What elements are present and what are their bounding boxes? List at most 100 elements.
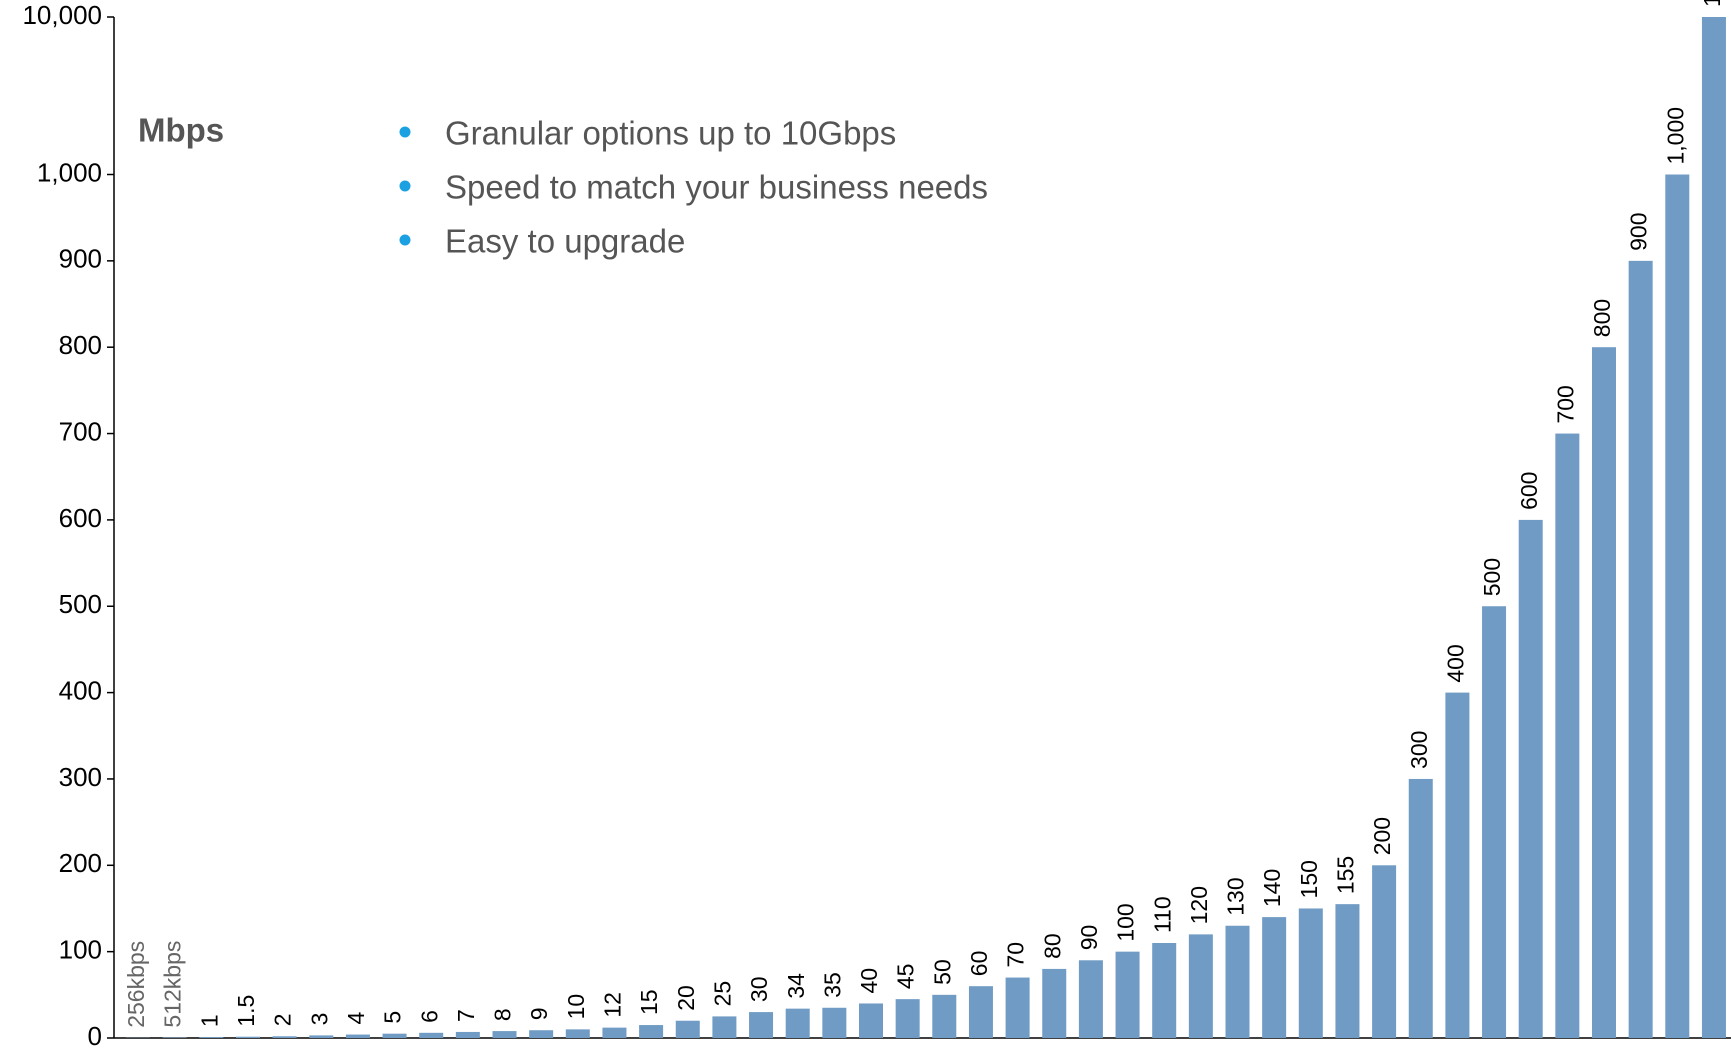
value-label: 100: [1113, 903, 1139, 941]
value-label: 2: [270, 1013, 296, 1026]
y-tick-label: 500: [59, 589, 102, 619]
value-label: 10: [563, 994, 589, 1020]
value-label: 15: [636, 989, 662, 1015]
bar: [1262, 917, 1287, 1038]
value-label: 700: [1552, 385, 1578, 423]
bar: [1372, 865, 1397, 1038]
value-label: 34: [783, 973, 809, 999]
y-tick-label: 400: [59, 675, 102, 705]
value-label: 130: [1223, 877, 1249, 915]
bar: [1188, 934, 1213, 1038]
value-label: 5: [380, 1011, 406, 1024]
value-label: 1.5: [233, 995, 259, 1027]
bar: [345, 1034, 370, 1038]
bar: [859, 1003, 883, 1038]
value-label: 120: [1186, 886, 1212, 924]
bar: [1225, 925, 1250, 1038]
bar: [712, 1016, 737, 1038]
value-label: 20: [673, 985, 699, 1011]
value-label: 155: [1333, 856, 1359, 894]
bar: [309, 1035, 334, 1038]
value-label: 600: [1516, 472, 1542, 510]
bullet: [399, 180, 411, 192]
bar: [1592, 347, 1616, 1038]
value-label: 60: [966, 951, 992, 977]
bar: [272, 1036, 297, 1038]
y-tick-label: 600: [59, 503, 102, 533]
annotation: Speed to match your business needs: [445, 169, 988, 206]
y-tick-label: 100: [59, 935, 102, 965]
y-tick-label: 900: [59, 244, 102, 274]
value-label: 35: [819, 972, 845, 998]
y-tick-label: 700: [59, 416, 102, 446]
bullet: [399, 126, 411, 138]
bar: [639, 1025, 664, 1038]
annotation: Granular options up to 10Gbps: [445, 115, 896, 152]
bar: [529, 1030, 554, 1038]
value-label: 110: [1149, 896, 1175, 933]
bar: [1701, 17, 1726, 1038]
value-label: 300: [1406, 731, 1432, 769]
bar: [565, 1029, 590, 1038]
bar: [1518, 519, 1543, 1038]
value-label: 7: [453, 1009, 479, 1022]
bar: [1005, 977, 1030, 1038]
bar: [932, 994, 957, 1038]
y-tick-label: 300: [59, 762, 102, 792]
bullet: [399, 234, 411, 246]
value-label: 90: [1076, 925, 1102, 951]
value-label: 80: [1039, 933, 1065, 959]
value-label: 800: [1589, 299, 1615, 337]
annotation: Easy to upgrade: [445, 223, 685, 260]
value-label: 4: [343, 1012, 369, 1025]
y-tick-label: 10,000: [22, 0, 102, 30]
bar: [382, 1033, 407, 1038]
value-label: 140: [1259, 869, 1285, 907]
value-label: 400: [1442, 644, 1468, 682]
y-tick-label: 800: [59, 330, 102, 360]
value-label: 50: [929, 959, 955, 985]
bar: [1152, 943, 1177, 1038]
bar: [1042, 968, 1067, 1038]
value-label: 150: [1296, 860, 1322, 898]
bar: [1555, 433, 1580, 1038]
y-tick-label: 200: [59, 848, 102, 878]
y-tick-label: 1,000: [37, 157, 102, 187]
bar: [1335, 904, 1360, 1038]
bar: [455, 1031, 480, 1038]
value-label: 512kbps: [160, 941, 186, 1028]
y-tick-label: 0: [88, 1021, 102, 1051]
value-label: 256kbps: [123, 941, 149, 1028]
bar: [895, 999, 920, 1038]
value-label: 25: [709, 981, 735, 1007]
value-label: 8: [490, 1008, 516, 1021]
bar: [419, 1032, 444, 1038]
bar: [1628, 260, 1653, 1039]
value-label: 70: [1003, 942, 1029, 968]
value-label: 3: [306, 1013, 332, 1026]
bar: [235, 1036, 260, 1038]
value-label: 200: [1369, 817, 1395, 855]
bar: [822, 1007, 847, 1038]
bar: [1482, 606, 1507, 1038]
value-label: 10,000: [1699, 0, 1725, 7]
value-label: 30: [746, 977, 772, 1003]
value-label: 12: [600, 992, 626, 1018]
value-label: 1: [196, 1014, 222, 1027]
value-label: 9: [526, 1007, 552, 1020]
bar: [1665, 174, 1690, 1038]
bar: [492, 1031, 517, 1038]
value-label: 6: [416, 1010, 442, 1023]
value-label: 900: [1626, 212, 1652, 250]
bar: [602, 1027, 627, 1038]
bar: [1408, 778, 1433, 1038]
value-label: 40: [856, 968, 882, 994]
bar: [1445, 692, 1470, 1038]
bar: [1115, 951, 1140, 1038]
bar: [675, 1020, 700, 1038]
value-label: 1,000: [1662, 107, 1688, 165]
bar: [1078, 960, 1103, 1038]
value-label: 45: [893, 964, 919, 990]
y-axis-unit: Mbps: [138, 112, 224, 149]
